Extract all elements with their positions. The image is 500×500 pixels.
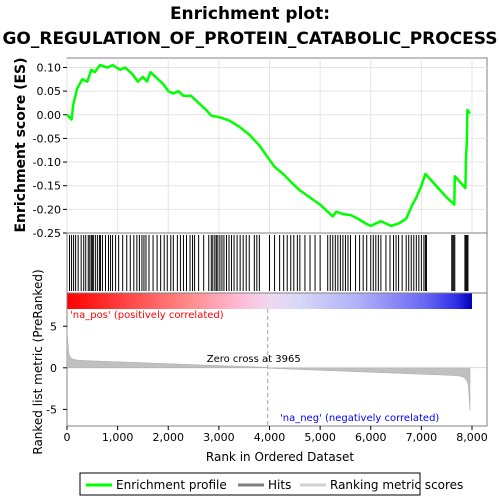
metric-y-tick-label: 5 — [50, 320, 57, 333]
metric-y-tick-label: 0 — [50, 362, 57, 375]
es-y-tick-label: 0.00 — [37, 109, 62, 122]
x-tick-label: 1,000 — [102, 431, 134, 444]
pos-correlated-label: 'na_pos' (positively correlated) — [70, 310, 224, 321]
chart-title-line2: GO_REGULATION_OF_PROTEIN_CATABOLIC_PROCE… — [2, 29, 497, 49]
legend-label-hits: Hits — [268, 478, 291, 492]
es-panel-frame — [66, 57, 488, 234]
es-y-tick-label: -0.25 — [33, 227, 61, 240]
rank-heatbar-gradient — [67, 293, 472, 309]
x-tick-label: 3,000 — [203, 431, 235, 444]
es-y-tick-label: 0.10 — [37, 61, 62, 74]
es-y-tick-label: -0.05 — [33, 132, 61, 145]
x-tick-label: 2,000 — [153, 431, 185, 444]
zero-cross-label: Zero cross at 3965 — [207, 354, 301, 365]
neg-correlated-label: 'na_neg' (negatively correlated) — [280, 413, 439, 424]
x-axis-label: Rank in Ordered Dataset — [206, 450, 354, 464]
x-axis: 0 1,000 2,000 3,000 4,000 5,000 6,000 7,000 8,00… — [64, 426, 488, 444]
x-tick-label: 5,000 — [304, 431, 336, 444]
legend-label-enrichment-profile: Enrichment profile — [116, 478, 227, 492]
x-tick-label: 7,000 — [406, 431, 438, 444]
legend: Enrichment profile Hits Ranking metric s… — [79, 472, 463, 496]
ranking-metric-area — [66, 328, 471, 411]
enrichment-profile-line — [66, 63, 471, 228]
chart-title-line1: Enrichment plot: — [170, 4, 330, 24]
es-y-tick-label: -0.20 — [33, 203, 61, 216]
legend-label-ranking-metric-scores: Ranking metric scores — [330, 478, 463, 492]
x-tick-label: 8,000 — [456, 431, 488, 444]
es-y-axis-label: Enrichment score (ES) — [13, 57, 29, 232]
es-y-tick-label: -0.10 — [33, 156, 61, 169]
x-tick-label: 0 — [64, 431, 71, 444]
metric-y-axis-label: Ranked list metric (PreRanked) — [31, 269, 45, 454]
es-y-tick-label: 0.05 — [37, 85, 62, 98]
x-tick-label: 6,000 — [355, 431, 387, 444]
x-tick-label: 4,000 — [254, 431, 286, 444]
es-y-tick-label: -0.15 — [33, 180, 61, 193]
es-panel: -0.25 -0.20 -0.15 -0.10 -0.05 0.00 0.05 0.10 En… — [13, 57, 488, 240]
metric-y-tick-label: -5 — [46, 403, 57, 416]
hits-panel — [66, 232, 488, 294]
metric-panel: Zero cross at 3965 'na_pos' (positively … — [31, 269, 487, 455]
